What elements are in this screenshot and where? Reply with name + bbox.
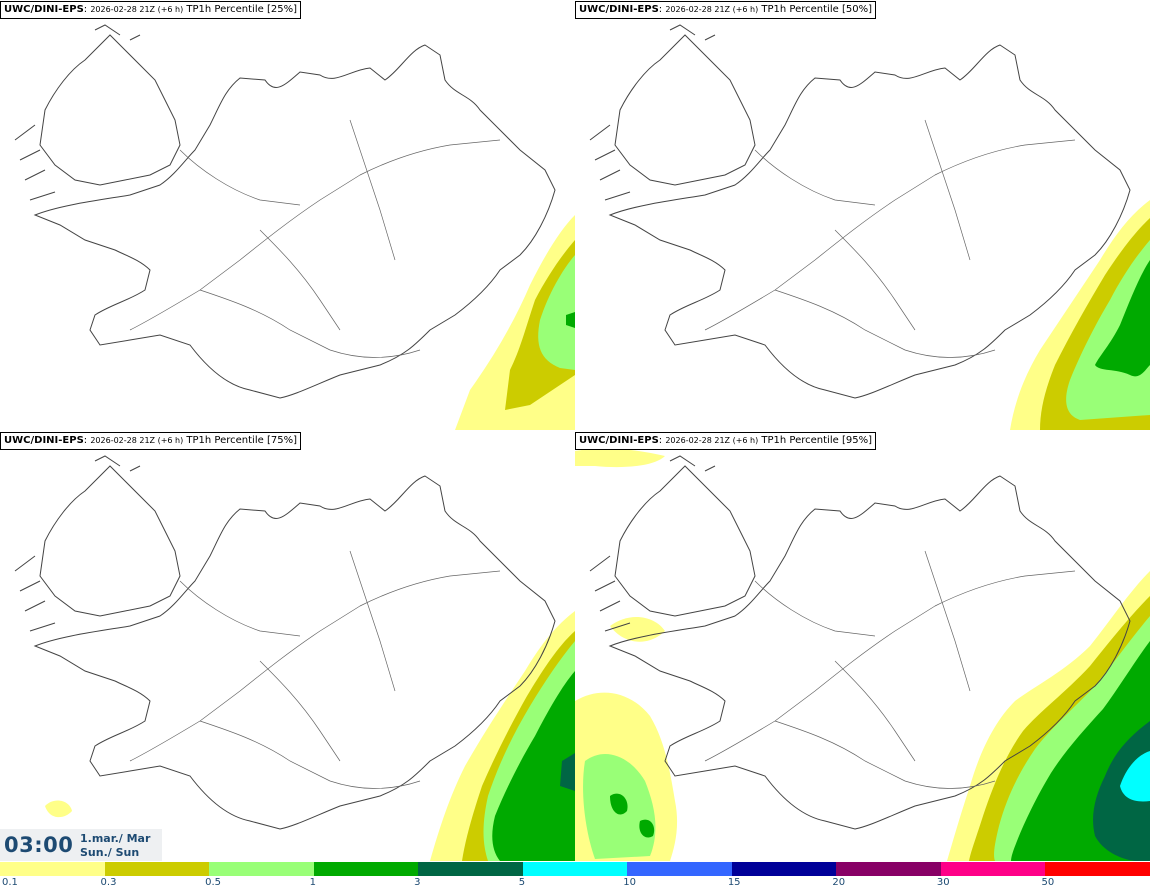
legend-tick-label: 10 xyxy=(623,877,636,888)
run-time: 2026-02-28 21Z (+6 h) xyxy=(90,5,184,14)
iceland-roads-p50 xyxy=(704,119,1076,358)
legend-tick-label: 30 xyxy=(936,877,950,888)
legend-swatch xyxy=(418,862,524,876)
legend-tick-label: 50 xyxy=(1041,877,1055,888)
legend-tick-label: 20 xyxy=(832,877,846,888)
iceland-coastline-p75 xyxy=(14,455,556,830)
iceland-coastline-p95 xyxy=(589,455,1131,830)
run-time: 2026-02-28 21Z (+6 h) xyxy=(90,436,184,445)
iceland-roads-p25 xyxy=(129,119,501,358)
valid-date-line2: Sun./ Sun xyxy=(80,846,140,859)
legend-tick-label: 1 xyxy=(309,877,316,888)
map-panel-p50: UWC/DINI-EPS: 2026-02-28 21Z (+6 h) TP1h… xyxy=(575,0,1150,430)
precip-p50 xyxy=(1010,200,1150,430)
legend-tick-label: 0.1 xyxy=(2,877,18,888)
legend-tick-label: 5 xyxy=(518,877,526,888)
model-source: UWC/DINI-EPS xyxy=(4,435,84,446)
legend-swatch xyxy=(313,862,419,876)
panel-title: UWC/DINI-EPS: 2026-02-28 21Z (+6 h) TP1h… xyxy=(0,1,301,19)
field-name: TP1h Percentile [25%] xyxy=(186,4,297,15)
legend-swatch xyxy=(836,862,942,876)
panel-title: UWC/DINI-EPS: 2026-02-28 21Z (+6 h) TP1h… xyxy=(0,432,301,450)
legend-swatch xyxy=(731,862,837,876)
iceland-roads-p95 xyxy=(704,550,1076,789)
legend-swatch xyxy=(104,862,210,876)
legend-swatch xyxy=(209,862,315,876)
legend-swatch xyxy=(1045,862,1150,876)
map-panel-p75: UWC/DINI-EPS: 2026-02-28 21Z (+6 h) TP1h… xyxy=(0,431,575,861)
iceland-roads-p75 xyxy=(129,550,501,789)
legend-tick-label: 0.3 xyxy=(100,877,117,888)
precip-legend: 0.1 0.3 0.5 1 3 5 10 15 20 30 50 xyxy=(0,862,1150,891)
legend-swatch xyxy=(0,862,106,876)
precip-p25 xyxy=(455,215,575,430)
model-source: UWC/DINI-EPS xyxy=(579,4,659,15)
map-p95 xyxy=(575,448,1150,861)
run-time: 2026-02-28 21Z (+6 h) xyxy=(665,436,759,445)
panel-title: UWC/DINI-EPS: 2026-02-28 21Z (+6 h) TP1h… xyxy=(575,1,876,19)
legend-swatch xyxy=(522,862,628,876)
legend-tick-label: 0.5 xyxy=(205,877,221,888)
valid-clock: 03:00 xyxy=(4,833,74,857)
field-name: TP1h Percentile [95%] xyxy=(761,435,872,446)
map-panel-p25: UWC/DINI-EPS: 2026-02-28 21Z (+6 h) TP1h… xyxy=(0,0,575,430)
field-name: TP1h Percentile [50%] xyxy=(761,4,872,15)
valid-time-box: 03:00 1.mar./ Mar Sun./ Sun xyxy=(0,829,162,861)
precip-p75 xyxy=(45,611,575,861)
iceland-coastline-p25 xyxy=(14,24,556,399)
legend-swatch xyxy=(627,862,733,876)
map-p50 xyxy=(589,24,1150,430)
panel-title: UWC/DINI-EPS: 2026-02-28 21Z (+6 h) TP1h… xyxy=(575,432,876,450)
map-p75 xyxy=(14,455,575,861)
iceland-coastline-p50 xyxy=(589,24,1131,399)
legend-tick-label: 15 xyxy=(727,877,741,888)
field-name: TP1h Percentile [75%] xyxy=(186,435,297,446)
map-p25 xyxy=(14,24,575,430)
valid-date-line1: 1.mar./ Mar xyxy=(80,832,151,845)
legend-tick-label: 3 xyxy=(414,877,421,888)
map-panel-p95: UWC/DINI-EPS: 2026-02-28 21Z (+6 h) TP1h… xyxy=(575,431,1150,861)
legend-swatch xyxy=(940,862,1046,876)
run-time: 2026-02-28 21Z (+6 h) xyxy=(665,5,759,14)
precip-p95 xyxy=(575,448,1150,861)
model-source: UWC/DINI-EPS xyxy=(579,435,659,446)
model-source: UWC/DINI-EPS xyxy=(4,4,84,15)
